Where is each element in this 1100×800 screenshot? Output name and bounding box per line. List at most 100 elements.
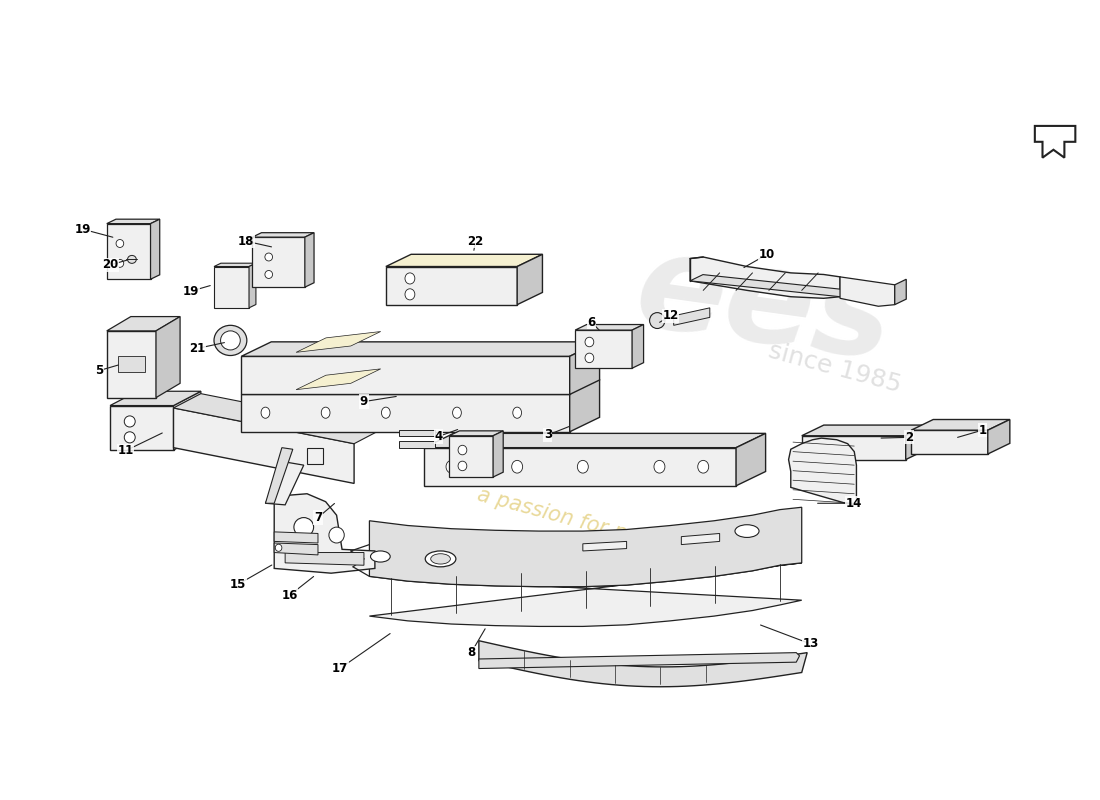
Polygon shape: [151, 219, 160, 279]
Ellipse shape: [124, 432, 135, 443]
Polygon shape: [307, 448, 323, 463]
Polygon shape: [840, 277, 894, 306]
Ellipse shape: [275, 544, 282, 551]
Text: since 1985: since 1985: [766, 339, 903, 398]
Polygon shape: [241, 379, 600, 394]
Polygon shape: [425, 434, 766, 448]
Ellipse shape: [265, 253, 273, 261]
Ellipse shape: [512, 460, 522, 473]
Polygon shape: [252, 237, 305, 287]
Polygon shape: [583, 542, 627, 551]
Polygon shape: [673, 308, 710, 326]
Text: 18: 18: [238, 234, 254, 248]
Ellipse shape: [117, 239, 123, 247]
Polygon shape: [276, 356, 318, 394]
Text: 15: 15: [230, 578, 246, 591]
Text: 7: 7: [314, 511, 322, 524]
Text: 4: 4: [434, 430, 442, 443]
Polygon shape: [241, 394, 570, 432]
Polygon shape: [274, 543, 318, 555]
Text: 20: 20: [102, 258, 118, 271]
Polygon shape: [473, 356, 515, 394]
Polygon shape: [118, 356, 145, 372]
Ellipse shape: [426, 551, 455, 567]
Polygon shape: [449, 431, 503, 436]
Ellipse shape: [265, 270, 273, 278]
Polygon shape: [214, 266, 249, 308]
Ellipse shape: [221, 331, 240, 350]
Polygon shape: [736, 434, 766, 486]
Polygon shape: [789, 438, 857, 505]
Polygon shape: [274, 494, 375, 573]
Text: 16: 16: [282, 589, 298, 602]
Polygon shape: [386, 266, 517, 305]
Ellipse shape: [650, 313, 664, 329]
Polygon shape: [399, 442, 436, 448]
Ellipse shape: [214, 326, 246, 355]
Ellipse shape: [697, 460, 708, 473]
Polygon shape: [156, 317, 180, 398]
Polygon shape: [252, 233, 314, 237]
Text: 21: 21: [189, 342, 206, 355]
Ellipse shape: [578, 460, 588, 473]
Ellipse shape: [321, 407, 330, 418]
Polygon shape: [370, 507, 802, 586]
Ellipse shape: [585, 338, 594, 346]
Text: 19: 19: [75, 222, 91, 236]
Polygon shape: [478, 641, 807, 686]
Polygon shape: [449, 436, 493, 477]
Polygon shape: [905, 425, 927, 459]
Ellipse shape: [371, 551, 390, 562]
Polygon shape: [285, 553, 364, 566]
Polygon shape: [894, 279, 906, 305]
Polygon shape: [241, 342, 600, 356]
Ellipse shape: [458, 446, 466, 455]
Polygon shape: [632, 325, 644, 368]
Polygon shape: [911, 430, 988, 454]
Text: 19: 19: [183, 285, 199, 298]
Text: 6: 6: [587, 316, 596, 329]
Polygon shape: [174, 408, 354, 483]
Polygon shape: [570, 342, 600, 394]
Text: 22: 22: [468, 234, 484, 248]
Polygon shape: [493, 431, 503, 477]
Ellipse shape: [513, 407, 521, 418]
Ellipse shape: [452, 407, 461, 418]
Polygon shape: [241, 356, 570, 394]
Text: 14: 14: [846, 497, 862, 510]
Polygon shape: [274, 532, 318, 543]
Polygon shape: [107, 219, 160, 224]
Polygon shape: [214, 263, 256, 266]
Polygon shape: [425, 448, 736, 486]
Polygon shape: [575, 325, 644, 330]
Text: 8: 8: [468, 646, 475, 659]
Polygon shape: [174, 394, 382, 444]
Polygon shape: [802, 436, 905, 459]
Polygon shape: [690, 257, 840, 298]
Ellipse shape: [735, 525, 759, 538]
Ellipse shape: [431, 554, 450, 564]
Polygon shape: [296, 331, 381, 352]
Text: a passion for parts: a passion for parts: [475, 484, 669, 554]
Polygon shape: [110, 391, 201, 406]
Polygon shape: [249, 263, 256, 308]
Polygon shape: [988, 419, 1010, 454]
Polygon shape: [681, 534, 719, 545]
Polygon shape: [107, 331, 156, 398]
Ellipse shape: [294, 518, 313, 537]
Text: 9: 9: [360, 395, 368, 408]
Polygon shape: [570, 379, 600, 432]
Ellipse shape: [458, 461, 466, 470]
Ellipse shape: [382, 407, 390, 418]
Polygon shape: [399, 430, 436, 436]
Text: 10: 10: [759, 248, 774, 261]
Polygon shape: [517, 254, 542, 305]
Polygon shape: [107, 224, 151, 279]
Text: 11: 11: [118, 444, 133, 458]
Ellipse shape: [446, 460, 456, 473]
Polygon shape: [690, 274, 852, 297]
Polygon shape: [478, 653, 800, 669]
Text: 12: 12: [662, 310, 679, 322]
Polygon shape: [386, 254, 542, 266]
Text: 13: 13: [802, 638, 818, 650]
